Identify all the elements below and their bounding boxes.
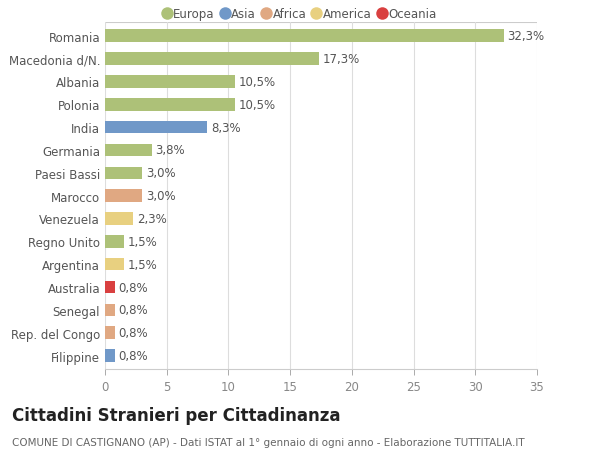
Text: 0,8%: 0,8%	[119, 304, 148, 317]
Bar	[105, 53, 319, 66]
Bar	[105, 30, 503, 43]
Bar	[105, 258, 124, 271]
Bar	[105, 281, 115, 294]
Text: 3,8%: 3,8%	[155, 144, 185, 157]
Text: 3,0%: 3,0%	[146, 167, 175, 180]
Text: 0,8%: 0,8%	[119, 281, 148, 294]
Text: 1,5%: 1,5%	[127, 258, 157, 271]
Bar	[105, 213, 133, 225]
Text: Cittadini Stranieri per Cittadinanza: Cittadini Stranieri per Cittadinanza	[12, 406, 341, 424]
Text: 17,3%: 17,3%	[322, 53, 359, 66]
Text: 2,3%: 2,3%	[137, 213, 167, 225]
Bar	[105, 235, 124, 248]
Text: 8,3%: 8,3%	[211, 121, 241, 134]
Text: 0,8%: 0,8%	[119, 326, 148, 340]
Text: 1,5%: 1,5%	[127, 235, 157, 248]
Text: 0,8%: 0,8%	[119, 349, 148, 362]
Bar	[105, 122, 208, 134]
Bar	[105, 76, 235, 89]
Text: 3,0%: 3,0%	[146, 190, 175, 203]
Legend: Europa, Asia, Africa, America, Oceania: Europa, Asia, Africa, America, Oceania	[161, 6, 439, 23]
Bar	[105, 190, 142, 202]
Text: 32,3%: 32,3%	[508, 30, 545, 43]
Bar	[105, 327, 115, 339]
Text: 10,5%: 10,5%	[238, 99, 275, 112]
Bar	[105, 167, 142, 179]
Text: COMUNE DI CASTIGNANO (AP) - Dati ISTAT al 1° gennaio di ogni anno - Elaborazione: COMUNE DI CASTIGNANO (AP) - Dati ISTAT a…	[12, 437, 524, 447]
Bar	[105, 304, 115, 317]
Bar	[105, 99, 235, 111]
Bar	[105, 144, 152, 157]
Text: 10,5%: 10,5%	[238, 76, 275, 89]
Bar	[105, 350, 115, 362]
